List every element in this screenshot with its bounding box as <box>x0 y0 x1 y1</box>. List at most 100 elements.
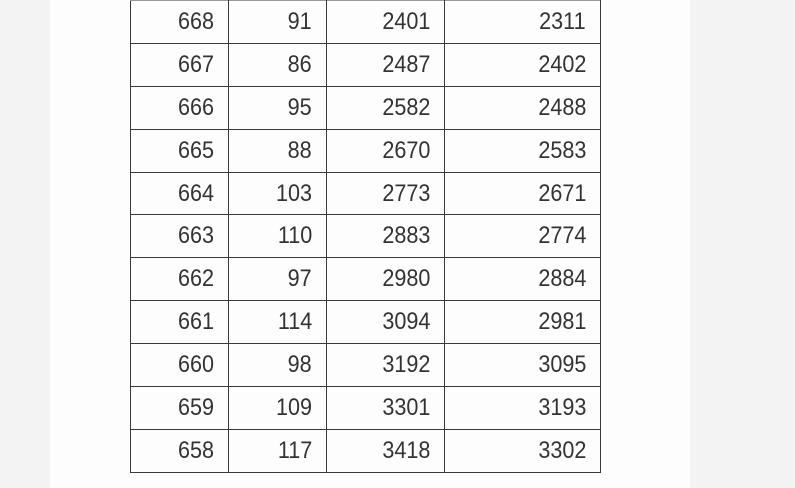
table-cell: 3095 <box>444 343 601 388</box>
table-cell: 86 <box>228 42 327 87</box>
table-row: 666 95 2582 2488 <box>130 85 601 130</box>
table-row: 662 97 2980 2884 <box>130 257 601 302</box>
cell-value: 2487 <box>381 50 430 78</box>
table-cell: 3094 <box>326 300 445 345</box>
table-cell: 660 <box>130 343 229 388</box>
table-cell: 98 <box>228 343 327 388</box>
table-cell: 663 <box>130 214 229 259</box>
cell-value: 103 <box>275 179 312 207</box>
table-cell: 3192 <box>326 343 445 388</box>
cell-value: 117 <box>277 436 312 464</box>
table-cell: 103 <box>228 171 327 216</box>
table-cell: 664 <box>130 171 229 216</box>
table-cell: 2773 <box>326 171 445 216</box>
cell-value: 3193 <box>537 393 586 421</box>
table-row: 661 114 3094 2981 <box>130 300 601 345</box>
cell-value: 3418 <box>381 436 430 464</box>
table-row: 664 103 2773 2671 <box>130 171 601 216</box>
table-cell: 2774 <box>444 214 601 259</box>
cell-value: 668 <box>177 7 214 35</box>
table-cell: 668 <box>130 0 229 44</box>
cell-value: 2884 <box>537 265 586 293</box>
cell-value: 665 <box>177 136 214 164</box>
table-cell: 2488 <box>444 85 601 130</box>
table-cell: 114 <box>228 300 327 345</box>
table-cell: 2402 <box>444 42 601 87</box>
cell-value: 2980 <box>381 265 430 293</box>
cell-value: 2583 <box>537 136 586 164</box>
cell-value: 114 <box>277 308 312 336</box>
cell-value: 97 <box>287 265 312 293</box>
cell-value: 95 <box>287 93 312 121</box>
cell-value: 109 <box>275 393 312 421</box>
table-cell: 3193 <box>444 386 601 430</box>
table-cell: 110 <box>228 214 327 259</box>
table-cell: 2883 <box>326 214 445 259</box>
cell-value: 3095 <box>537 351 586 379</box>
table-cell: 2583 <box>444 128 601 173</box>
cell-value: 661 <box>177 308 214 336</box>
table-cell: 667 <box>130 42 229 87</box>
table-cell: 2884 <box>444 257 601 302</box>
table-row: 667 86 2487 2402 <box>130 42 601 87</box>
cell-value: 666 <box>177 93 214 121</box>
cell-value: 86 <box>287 50 312 78</box>
cell-value: 2401 <box>381 7 430 35</box>
table-cell: 2670 <box>326 128 445 173</box>
table-cell: 2311 <box>444 0 601 44</box>
cell-value: 2773 <box>381 179 430 207</box>
table-cell: 95 <box>228 85 327 130</box>
table-cell: 659 <box>130 386 229 430</box>
table-cell: 3302 <box>444 428 601 473</box>
table-cell: 91 <box>228 0 327 44</box>
cell-value: 3301 <box>381 393 430 421</box>
table-row: 663 110 2883 2774 <box>130 214 601 259</box>
table-cell: 658 <box>130 428 229 473</box>
cell-value: 658 <box>177 436 214 464</box>
cell-value: 91 <box>287 7 312 35</box>
cell-value: 2670 <box>381 136 430 164</box>
cell-value: 3094 <box>381 308 430 336</box>
cell-value: 664 <box>177 179 214 207</box>
table-cell: 2671 <box>444 171 601 216</box>
cell-value: 662 <box>177 265 214 293</box>
table-cell: 2582 <box>326 85 445 130</box>
table-cell: 109 <box>228 386 327 430</box>
table-cell: 97 <box>228 257 327 302</box>
table-cell: 2487 <box>326 42 445 87</box>
cell-value: 2774 <box>537 222 586 250</box>
table-cell: 117 <box>228 428 327 473</box>
table-cell: 3301 <box>326 386 445 430</box>
table-cell: 662 <box>130 257 229 302</box>
table-cell: 665 <box>130 128 229 173</box>
cell-value: 2402 <box>537 50 586 78</box>
cell-value: 3192 <box>381 351 430 379</box>
cell-value: 110 <box>277 222 312 250</box>
table-row: 665 88 2670 2583 <box>130 128 601 173</box>
cell-value: 2671 <box>537 179 586 207</box>
table-cell: 666 <box>130 85 229 130</box>
table-row: 659 109 3301 3193 <box>130 386 601 430</box>
data-table: 668 91 2401 2311 667 86 2487 2402 666 95 2582 2488 6… <box>130 0 601 473</box>
cell-value: 3302 <box>537 436 586 464</box>
table-cell: 2980 <box>326 257 445 302</box>
cell-value: 2311 <box>539 7 586 35</box>
cell-value: 2883 <box>381 222 430 250</box>
table-row: 660 98 3192 3095 <box>130 343 601 388</box>
cell-value: 659 <box>177 393 214 421</box>
table-cell: 2981 <box>444 300 601 345</box>
table-cell: 3418 <box>326 428 445 473</box>
table-cell: 661 <box>130 300 229 345</box>
cell-value: 663 <box>177 222 214 250</box>
cell-value: 88 <box>287 136 312 164</box>
table-row: 668 91 2401 2311 <box>130 0 601 44</box>
cell-value: 667 <box>177 50 214 78</box>
cell-value: 2582 <box>381 93 430 121</box>
table-cell: 88 <box>228 128 327 173</box>
table-cell: 2401 <box>326 0 445 44</box>
cell-value: 2488 <box>537 93 586 121</box>
cell-value: 660 <box>177 351 214 379</box>
table-row: 658 117 3418 3302 <box>130 428 601 473</box>
cell-value: 2981 <box>537 308 586 336</box>
cell-value: 98 <box>287 351 312 379</box>
